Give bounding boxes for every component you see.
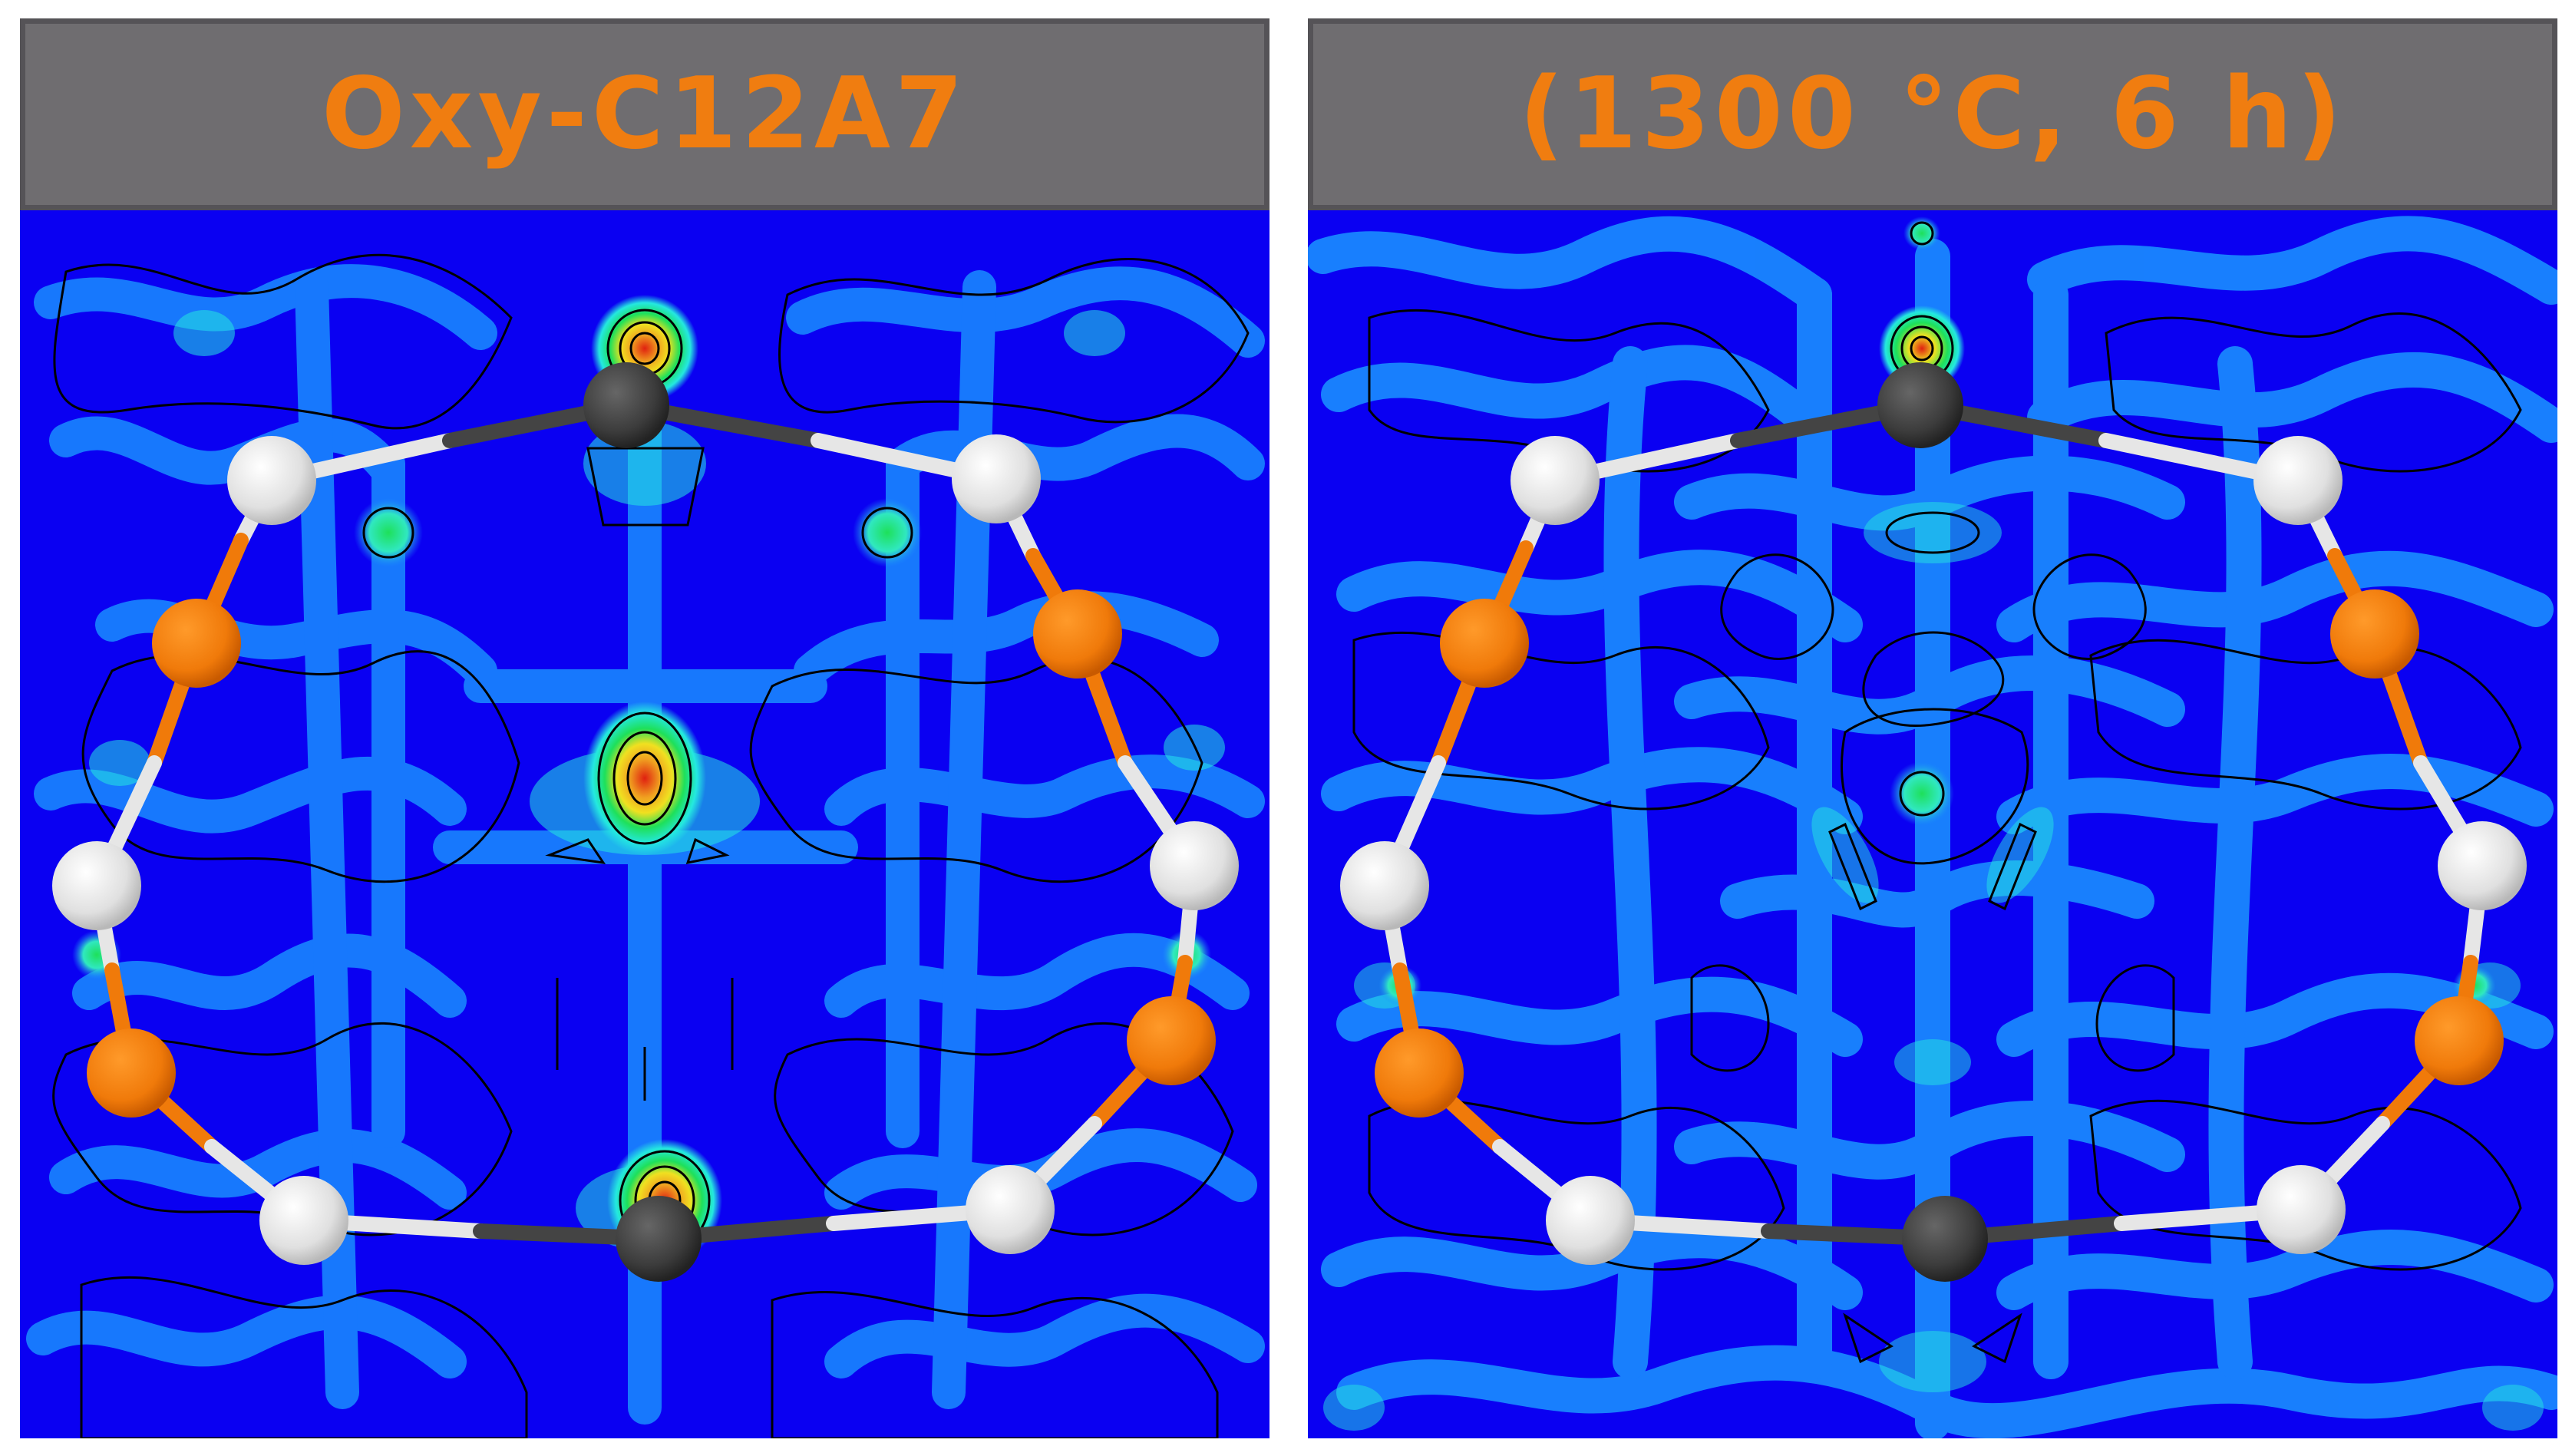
atom-white [1546, 1176, 1635, 1265]
atom-dark [583, 362, 669, 448]
density-peak-green [1903, 216, 1940, 250]
atom-white [2438, 821, 2527, 910]
atom-white [52, 841, 141, 930]
atom-orange [1033, 589, 1122, 678]
density-map-right [1308, 210, 2557, 1438]
panel-oxy-c12a7: Oxy-C12A7 [20, 18, 1269, 1438]
atom-white [259, 1176, 348, 1265]
atoms [52, 362, 1239, 1282]
atoms [1340, 362, 2527, 1282]
panel-header: Oxy-C12A7 [20, 18, 1269, 210]
atom-white [2257, 1165, 2346, 1254]
atom-white [1511, 436, 1600, 525]
atom-dark [616, 1196, 702, 1282]
atom-dark [1902, 1196, 1988, 1282]
atom-white [1340, 841, 1429, 930]
panel-title: (1300 °C, 6 h) [1519, 57, 2346, 171]
atom-white [966, 1165, 1055, 1254]
density-peak-center [583, 702, 706, 855]
panel-title: Oxy-C12A7 [321, 57, 969, 171]
panel-1300c-6h: (1300 °C, 6 h) [1308, 18, 2557, 1438]
atom-orange [1127, 996, 1216, 1085]
atom-orange [1440, 599, 1529, 688]
atom-orange [87, 1028, 176, 1118]
atom-white [1150, 821, 1239, 910]
atom-dark [1877, 362, 1963, 448]
density-map-left [20, 210, 1269, 1438]
contour-lines [1352, 221, 2522, 1364]
atom-white [2253, 436, 2343, 525]
atom-orange [2330, 589, 2419, 678]
atom-orange [152, 599, 241, 688]
atom-orange [2415, 996, 2504, 1085]
panel-header: (1300 °C, 6 h) [1308, 18, 2557, 210]
atom-orange [1375, 1028, 1464, 1118]
atom-white [227, 436, 316, 525]
density-peak-center [1890, 761, 1954, 826]
atom-white [952, 434, 1041, 523]
